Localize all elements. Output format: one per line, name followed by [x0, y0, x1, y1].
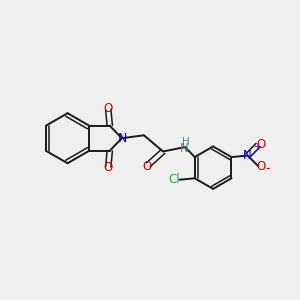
Text: O: O — [104, 102, 113, 116]
Text: N: N — [180, 142, 189, 155]
Text: -: - — [265, 162, 270, 175]
Text: H: H — [182, 137, 190, 147]
Text: N: N — [118, 132, 127, 145]
Text: O: O — [142, 160, 152, 173]
Text: O: O — [104, 161, 113, 174]
Text: O: O — [257, 160, 266, 173]
Text: Cl: Cl — [168, 173, 180, 186]
Text: N: N — [243, 149, 251, 162]
Text: O: O — [257, 138, 266, 151]
Text: +: + — [253, 142, 261, 152]
